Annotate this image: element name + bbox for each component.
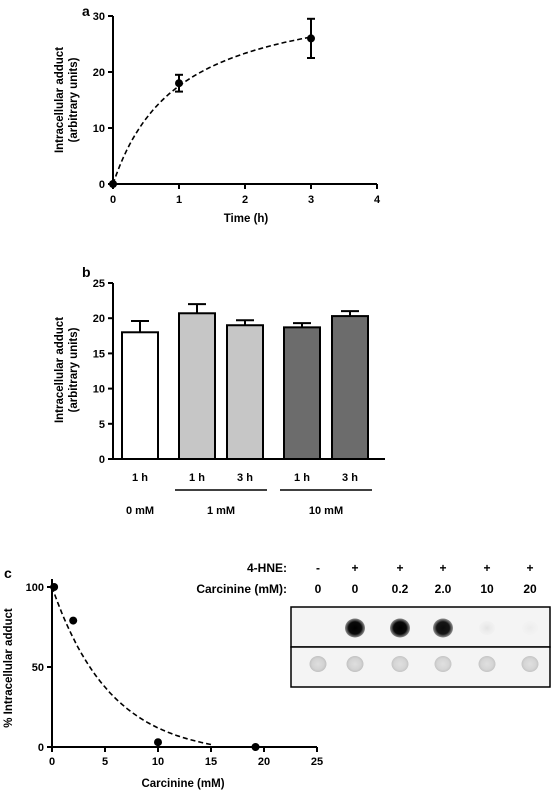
- panel-a-ylabel-line1: Intracellular adduct: [54, 47, 66, 153]
- panel-a-ytick-label-3: 30: [93, 11, 105, 23]
- panel-c-xtick-label-2: 10: [152, 756, 164, 768]
- panel-b-ytick-label-3: 15: [93, 348, 105, 360]
- panel-c-chart: % Intracellular adduct Carcinine (mM) 0 5…: [3, 579, 323, 790]
- panel-a-xtick-label-2: 2: [242, 194, 248, 206]
- panel-c-xtick-label-5: 25: [311, 756, 323, 768]
- panel-a-chart: Intracellular adduct (arbitrary units) T…: [54, 11, 381, 225]
- blot-row1-label: 4-HNE:: [247, 561, 287, 575]
- blot-hne-value-5: +: [526, 561, 533, 575]
- blot-carcinine-value-2: 0.2: [392, 582, 409, 596]
- panel-a-point-2: [307, 34, 315, 43]
- panel-label-a: a: [82, 3, 90, 19]
- panel-a-xtick-label-4: 4: [374, 194, 381, 206]
- panel-a-point-0: [109, 180, 117, 188]
- panel-c-ytick-label-0: 0: [38, 742, 44, 754]
- blot-bottom-dot-5: [521, 656, 539, 672]
- panel-c-xtick-label-3: 15: [205, 756, 217, 768]
- blot-membrane-top: [290, 606, 551, 648]
- panel-c-xlabel: Carcinine (mM): [141, 778, 224, 790]
- blot-carcinine-value-3: 2.0: [435, 582, 452, 596]
- panel-a-point-1: [175, 79, 183, 88]
- panel-c-xtick-label-0: 0: [49, 756, 55, 768]
- blot-bottom-dot-4: [478, 656, 496, 672]
- panel-b-chart: Intracellular adduct (arbitrary units) 0…: [54, 278, 385, 517]
- blot-top-dot-4: [479, 621, 495, 635]
- panel-b-category-label-0: 1 h: [132, 472, 148, 484]
- panel-b-bar-0: [121, 331, 159, 460]
- blot-row2-label: Carcinine (mM):: [196, 582, 287, 596]
- panel-label-c: c: [4, 565, 12, 581]
- blot-bottom-dot-2: [391, 656, 409, 672]
- panel-c-fit-curve: [51, 586, 212, 746]
- panel-label-b: b: [82, 264, 91, 280]
- blot-hne-value-3: +: [439, 561, 446, 575]
- dot-blot: 4-HNE: Carcinine (mM): - 0 +0 +0.2 +2.0 +10 +2…: [196, 561, 551, 688]
- blot-membrane-bottom: [290, 646, 551, 688]
- panel-c-ytick-label-1: 50: [32, 662, 44, 674]
- panel-b-group-label-2: 10 mM: [309, 505, 343, 517]
- panel-b-ytick-label-0: 0: [99, 454, 105, 466]
- blot-hne-value-4: +: [483, 561, 490, 575]
- panel-a-xtick-label-1: 1: [176, 194, 182, 206]
- panel-c-point-3: [251, 743, 260, 751]
- blot-carcinine-value-4: 10: [480, 582, 494, 596]
- panel-b-group-label-0: 0 mM: [126, 505, 154, 517]
- blot-hne-value-0: -: [316, 561, 320, 575]
- panel-c-point-1: [69, 616, 78, 625]
- panel-a-ytick-label-0: 0: [99, 179, 105, 191]
- panel-a-xtick-label-0: 0: [110, 194, 116, 206]
- panel-b-category-label-2: 3 h: [237, 472, 253, 484]
- panel-b-group-label-1: 1 mM: [207, 505, 235, 517]
- blot-carcinine-value-5: 20: [523, 582, 537, 596]
- panel-a-ytick-label-1: 10: [93, 123, 105, 135]
- panel-a-xtick-label-3: 3: [308, 194, 314, 206]
- panel-c-ylabel: % Intracellular adduct: [3, 608, 15, 728]
- panel-c-point-2: [154, 738, 162, 747]
- panel-b-ytick-label-4: 20: [93, 313, 105, 325]
- blot-bottom-dot-1: [346, 656, 364, 672]
- panel-b-ylabel-line1: Intracellular adduct: [54, 317, 66, 423]
- panel-a-fit-curve: [112, 36, 312, 185]
- panel-b-ytick-label-2: 10: [93, 384, 105, 396]
- panel-c-ytick-label-2: 100: [26, 582, 44, 594]
- panel-b-bar-3: [283, 326, 321, 460]
- blot-carcinine-value-0: 0: [315, 582, 322, 596]
- panel-b-ytick-label-5: 25: [93, 278, 105, 290]
- blot-top-dot-5: [522, 621, 538, 635]
- panel-c-xtick-label-4: 20: [258, 756, 270, 768]
- blot-carcinine-value-1: 0: [352, 582, 359, 596]
- panel-b-bar-1: [178, 312, 216, 460]
- blot-bottom-dot-3: [434, 656, 452, 672]
- blot-top-dot-1: [345, 618, 365, 638]
- panel-b-category-label-4: 3 h: [342, 472, 358, 484]
- panel-a-ytick-label-2: 20: [93, 67, 105, 79]
- blot-top-dot-2: [390, 618, 410, 638]
- blot-hne-value-1: +: [351, 561, 358, 575]
- panel-c-xtick-label-1: 5: [102, 756, 108, 768]
- panel-b-category-label-3: 1 h: [294, 472, 310, 484]
- blot-hne-value-2: +: [396, 561, 403, 575]
- panel-a-xlabel: Time (h): [224, 213, 269, 225]
- blot-top-dot-3: [433, 618, 453, 638]
- panel-b-ytick-label-1: 5: [99, 419, 105, 431]
- panel-b-category-label-1: 1 h: [189, 472, 205, 484]
- panel-c-point-0: [50, 583, 59, 591]
- panel-b-ylabel-line2: (arbitrary units): [68, 327, 80, 412]
- panel-b-bar-2: [226, 324, 264, 460]
- blot-bottom-dot-0: [309, 656, 327, 672]
- panel-a-ylabel-line2: (arbitrary units): [68, 57, 80, 142]
- panel-b-bar-4: [331, 315, 369, 461]
